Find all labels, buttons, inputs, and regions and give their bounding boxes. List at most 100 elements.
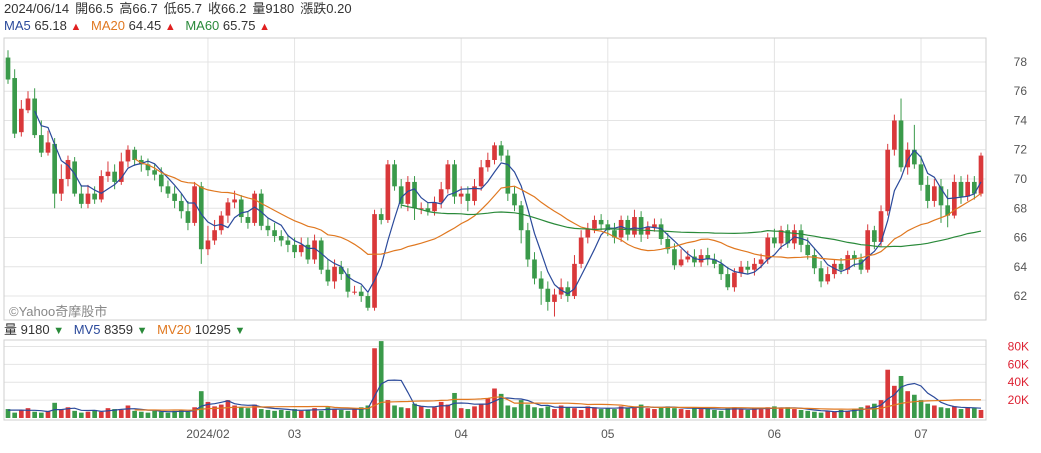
quote-date: 2024/06/14 bbox=[4, 1, 70, 16]
volume-bar bbox=[385, 400, 391, 418]
candle-body bbox=[418, 208, 424, 210]
mv5-line bbox=[8, 379, 982, 413]
candle-body bbox=[152, 170, 157, 175]
candle-body bbox=[958, 181, 964, 197]
volume-bar bbox=[565, 407, 571, 418]
ma60-value: 65.75 bbox=[222, 18, 256, 33]
volume-bar bbox=[492, 388, 497, 418]
candle-body bbox=[305, 244, 311, 260]
volume-bar bbox=[92, 409, 97, 418]
volume-bar bbox=[818, 412, 824, 418]
vol-value: 9180 bbox=[20, 322, 50, 337]
volume-bar bbox=[125, 405, 131, 418]
candle-body bbox=[872, 230, 877, 242]
candle-body bbox=[205, 240, 211, 250]
candle-body bbox=[552, 294, 557, 302]
candle-body bbox=[772, 237, 777, 244]
candle-body bbox=[972, 181, 977, 194]
volume-bar bbox=[732, 407, 737, 418]
volume-tick-label: 20K bbox=[1008, 393, 1029, 407]
volume-bar bbox=[652, 409, 657, 418]
candle-body bbox=[945, 205, 951, 216]
volume-bar bbox=[938, 407, 944, 418]
candle-body bbox=[805, 244, 811, 256]
candle-body bbox=[325, 269, 331, 282]
volume-legend: 量 9180 ▼ MV5 8359 ▼ MV20 10295 ▼ bbox=[4, 322, 251, 339]
candle-body bbox=[5, 57, 11, 80]
candle-body bbox=[518, 205, 524, 231]
volume-bar bbox=[532, 407, 537, 418]
volume-bar bbox=[658, 407, 664, 418]
price-tick-label: 62 bbox=[1014, 289, 1028, 303]
volume-bar bbox=[292, 409, 297, 418]
candle-body bbox=[78, 193, 84, 204]
volume-bar bbox=[432, 407, 437, 418]
candle-body bbox=[678, 259, 684, 266]
volume-bar bbox=[812, 411, 817, 418]
volume-bar bbox=[758, 409, 764, 418]
candle-body bbox=[612, 230, 617, 238]
candle-body bbox=[345, 274, 351, 292]
candle-body bbox=[312, 240, 317, 260]
volume-bar bbox=[498, 393, 504, 418]
volume-bar bbox=[885, 369, 891, 418]
grid bbox=[4, 38, 986, 420]
candle-body bbox=[218, 215, 224, 231]
candle-body bbox=[192, 186, 197, 223]
mv20-value: 10295 bbox=[194, 322, 231, 337]
price-tick-label: 78 bbox=[1014, 55, 1028, 69]
volume-bar bbox=[372, 348, 377, 418]
volume-bar bbox=[52, 402, 57, 418]
candle-body bbox=[245, 217, 251, 223]
candle-body bbox=[18, 108, 24, 133]
candle-body bbox=[458, 193, 464, 197]
candle-body bbox=[405, 181, 411, 204]
candle-body bbox=[578, 237, 584, 264]
volume-bar bbox=[678, 409, 684, 418]
candle-body bbox=[605, 224, 611, 231]
volume-bar bbox=[25, 408, 31, 418]
volume-bar bbox=[918, 400, 924, 418]
volume-bar bbox=[158, 411, 164, 418]
volume-bar bbox=[332, 409, 337, 418]
volume-bar bbox=[225, 400, 231, 418]
candle-body bbox=[838, 263, 844, 270]
candle-body bbox=[272, 230, 277, 237]
candle-body bbox=[258, 193, 264, 226]
volume-bar bbox=[978, 409, 984, 418]
price-panel-border bbox=[3, 37, 987, 321]
volume-bar bbox=[478, 403, 484, 418]
volume-bar bbox=[545, 406, 551, 418]
volume-bar bbox=[98, 411, 104, 418]
volume-bar bbox=[238, 407, 244, 418]
volume-bar bbox=[45, 410, 51, 418]
ma20-label: MA20 bbox=[91, 18, 126, 33]
candle-body bbox=[165, 186, 171, 194]
candle-body bbox=[332, 266, 337, 282]
candle-body bbox=[212, 230, 217, 241]
candle-body bbox=[918, 164, 924, 185]
mv20-label: MV20 bbox=[157, 322, 192, 337]
candle-body bbox=[492, 145, 497, 160]
volume-bar bbox=[365, 405, 371, 418]
candle-body bbox=[425, 208, 431, 212]
volume-bar bbox=[325, 407, 331, 418]
time-tick-label: 07 bbox=[914, 427, 928, 441]
candle-body bbox=[352, 291, 357, 293]
ma20-legend: MA20 64.45 ▲ bbox=[91, 18, 176, 33]
candle-body bbox=[932, 186, 937, 201]
price-axis: 62 64 66 68 70 72 74 76 78 bbox=[1014, 55, 1028, 303]
candle-body bbox=[952, 181, 957, 216]
candle-body bbox=[85, 193, 91, 204]
mv5-label: MV5 bbox=[73, 322, 101, 337]
candle-body bbox=[938, 186, 944, 206]
price-tick-label: 66 bbox=[1014, 231, 1028, 245]
candle-body bbox=[852, 255, 857, 260]
volume-bar bbox=[858, 407, 864, 418]
volume-bar bbox=[952, 406, 957, 418]
volume-bar bbox=[212, 406, 217, 418]
mv20-line bbox=[134, 396, 981, 411]
candles bbox=[5, 50, 984, 317]
candle-body bbox=[698, 255, 704, 263]
